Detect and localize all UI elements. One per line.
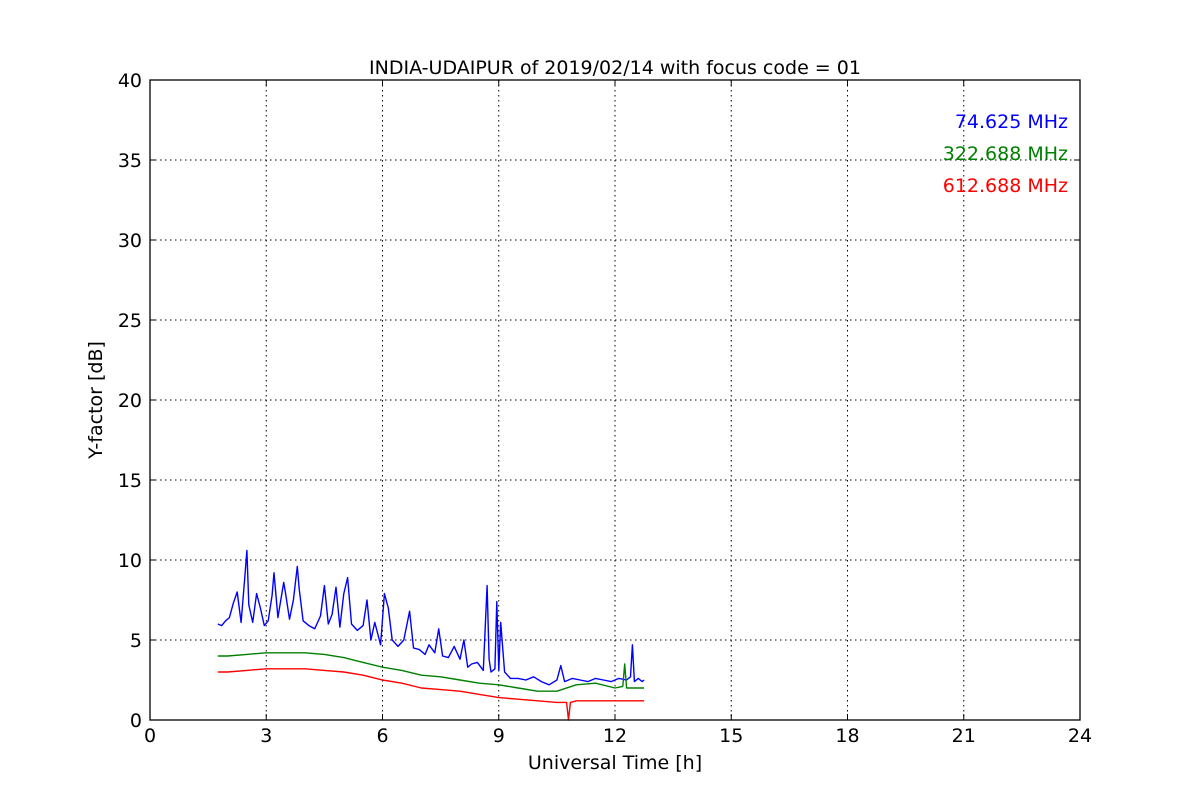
- x-tick-label: 18: [835, 725, 859, 747]
- y-tick-label: 30: [118, 230, 142, 252]
- legend: 74.625 MHz 322.688 MHz 612.688 MHz: [943, 111, 1068, 197]
- series-line-1: [217, 549, 645, 686]
- y-tick-label: 20: [118, 390, 142, 412]
- x-tick-label: 12: [603, 725, 627, 747]
- y-tick-label: 40: [118, 70, 142, 92]
- x-tick-label: 6: [376, 725, 388, 747]
- x-axis-label: Universal Time [h]: [528, 752, 702, 774]
- x-tick-label: 0: [144, 725, 156, 747]
- y-tick-label: 10: [118, 550, 142, 572]
- series-line-2: [217, 652, 645, 692]
- grid-layer: [150, 80, 1080, 720]
- x-tick-label: 15: [719, 725, 743, 747]
- series-layer: [217, 549, 645, 721]
- series-line-3: [217, 668, 645, 721]
- x-tick-label: 21: [952, 725, 976, 747]
- x-tick-label: 3: [260, 725, 272, 747]
- y-tick-label: 35: [118, 150, 142, 172]
- legend-entry-1: 74.625 MHz: [955, 111, 1068, 133]
- y-tick-label: 25: [118, 310, 142, 332]
- x-tick-label: 9: [493, 725, 505, 747]
- x-tick-label: 24: [1068, 725, 1092, 747]
- ticks-layer: [149, 79, 1081, 721]
- tick-labels-layer: 0 3 6 9 12 15 18 21 24 0 5 10 15 20 25 30 35 40: [118, 70, 1092, 747]
- legend-entry-3: 612.688 MHz: [943, 175, 1068, 197]
- y-axis-label: Y-factor [dB]: [85, 341, 107, 460]
- y-tick-label: 15: [118, 470, 142, 492]
- legend-entry-2: 322.688 MHz: [943, 143, 1068, 165]
- y-tick-label: 0: [130, 710, 142, 732]
- chart-title: INDIA-UDAIPUR of 2019/02/14 with focus c…: [369, 57, 861, 79]
- y-tick-label: 5: [130, 630, 142, 652]
